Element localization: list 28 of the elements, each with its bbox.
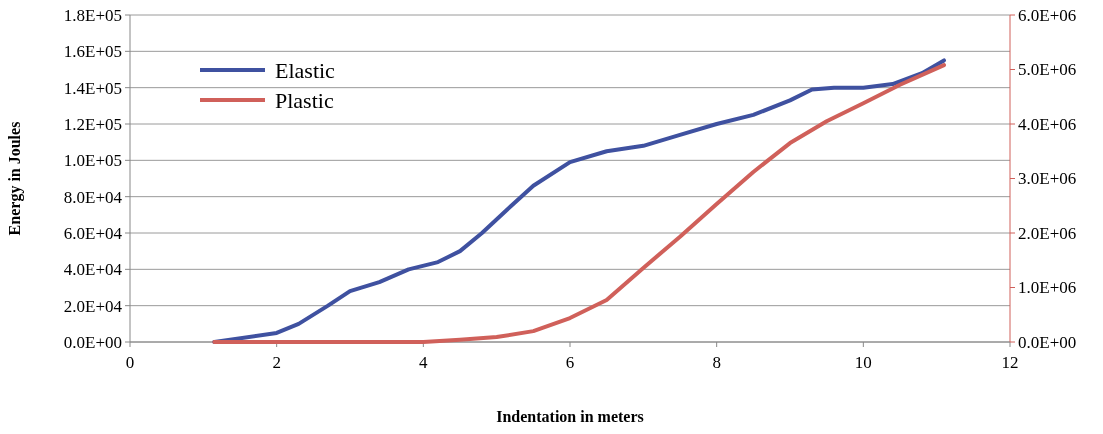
y-tick-label: 0.0E+00: [63, 332, 122, 352]
x-tick-label: 6: [565, 353, 575, 372]
legend-label: Plastic: [275, 87, 334, 113]
x-tick-label: 10: [854, 353, 872, 372]
y-tick-label: 1.8E+05: [63, 5, 122, 25]
y2-tick-label: 1.0E+06: [1018, 278, 1077, 298]
x-tick-label: 4: [419, 353, 429, 372]
y2-tick-label: 6.0E+06: [1018, 5, 1077, 25]
x-tick-label: 0: [125, 353, 135, 372]
y2-tick-label: 3.0E+06: [1018, 169, 1077, 189]
y-tick-label: 1.4E+05: [63, 78, 122, 98]
y-axis-title: Energy in Joules: [6, 121, 24, 236]
y2-tick-label: 5.0E+06: [1018, 60, 1077, 80]
y-tick-label: 8.0E+04: [63, 187, 123, 207]
x-tick-label: 8: [712, 353, 721, 372]
x-tick-label: 2: [272, 353, 281, 372]
y2-tick-label: 0.0E+00: [1018, 332, 1077, 352]
y2-tick-label: 4.0E+06: [1018, 114, 1077, 134]
y-tick-label: 1.0E+05: [63, 151, 122, 171]
y-tick-label: 1.6E+05: [63, 42, 122, 62]
y-tick-label: 6.0E+04: [63, 223, 123, 243]
x-axis-title: Indentation in meters: [496, 408, 644, 425]
y2-tick-label: 2.0E+06: [1018, 223, 1077, 243]
y-tick-label: 4.0E+04: [63, 260, 123, 280]
y-tick-label: 2.0E+04: [63, 296, 123, 316]
legend-label: Elastic: [275, 57, 336, 83]
y-tick-label: 1.2E+05: [63, 114, 122, 134]
x-tick-label: 12: [1001, 353, 1019, 372]
